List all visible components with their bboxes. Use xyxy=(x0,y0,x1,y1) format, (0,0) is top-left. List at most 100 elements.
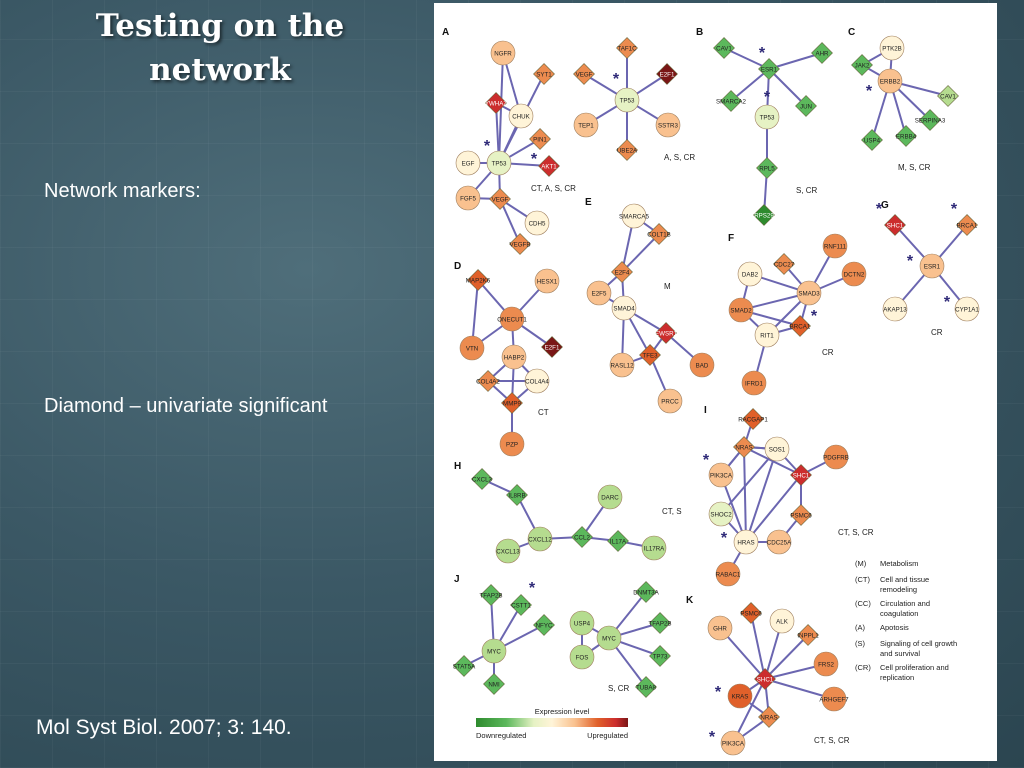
gene-node-rit1: RIT1 xyxy=(754,322,780,348)
legend-desc: and survival xyxy=(880,649,920,658)
node-circle xyxy=(655,112,681,138)
gene-node-cyp1a1: CYP1A1 xyxy=(954,296,980,322)
network-h: H CXCL3 IL8RB DARC CXCL12 CCL2 IL17A IL17RA CXCL… xyxy=(454,461,682,564)
gene-node-ewsr1: EWSR1 xyxy=(655,322,678,344)
star-icon: * xyxy=(529,580,536,597)
node-circle xyxy=(733,529,759,555)
node-circle xyxy=(614,87,640,113)
node-circle xyxy=(490,40,516,66)
gene-node-pzp: PZP xyxy=(499,431,525,457)
node-label: TEP1 xyxy=(578,122,594,129)
gene-node-chuk: CHUK xyxy=(508,103,534,129)
node-diamond xyxy=(790,504,812,526)
legend-abbr: (S) xyxy=(855,639,866,648)
legend-abbr: (A) xyxy=(855,623,866,632)
node-label: CXCL13 xyxy=(496,548,520,555)
node-circle xyxy=(569,610,595,636)
node-label: E2F5 xyxy=(592,290,607,297)
node-diamond xyxy=(956,214,978,236)
node-label: BRCA1 xyxy=(957,222,978,229)
node-diamond xyxy=(541,336,563,358)
legend-desc: Cell and tissue xyxy=(880,575,929,584)
node-circle xyxy=(611,295,637,321)
node-label: HABP2 xyxy=(504,354,525,361)
node-label: PZP xyxy=(506,441,518,448)
node-label: CYP1A1 xyxy=(955,306,979,313)
gene-node-stat5a: STAT5A xyxy=(453,655,476,677)
node-label: FGF5 xyxy=(460,195,476,202)
node-diamond xyxy=(861,129,883,151)
gene-node-e2f4: E2F4 xyxy=(611,261,633,283)
node-label: IL17A xyxy=(610,538,627,545)
gene-node-sos1: SOS1 xyxy=(764,436,790,462)
star-icon: * xyxy=(811,308,818,325)
node-label: NFYC xyxy=(536,622,553,629)
node-circle xyxy=(707,615,733,641)
legend-desc: Apotosis xyxy=(880,623,909,632)
gene-node-dctn2: DCTN2 xyxy=(841,261,867,287)
gene-node-esr1: ESR1 xyxy=(758,58,780,80)
gene-node-cdh5: CDH5 xyxy=(524,210,550,236)
network-label: M xyxy=(664,282,671,291)
node-label: RPS29 xyxy=(754,212,774,219)
gene-node-colt1b: COLT1B xyxy=(647,223,671,245)
gene-node-map2k6: MAP2K6 xyxy=(466,269,491,291)
node-label: MYC xyxy=(487,648,501,655)
node-label: NRAS xyxy=(760,714,777,721)
gene-node-e2f5: E2F5 xyxy=(586,280,612,306)
network-k: K PSMC6 ALK GHR INPPL1 SHC1 FRS2 KRAS ARHGEF7 NRA… xyxy=(686,595,850,756)
node-label: GHR xyxy=(713,625,727,632)
edge xyxy=(768,68,807,107)
gene-node-ngfr: NGFR xyxy=(490,40,516,66)
node-circle xyxy=(455,185,481,211)
node-circle xyxy=(766,529,792,555)
star-icon: * xyxy=(759,45,766,62)
node-diamond xyxy=(758,58,780,80)
gene-node-rnf111: RNF111 xyxy=(822,233,848,259)
gene-node-nras: NRAS xyxy=(733,436,755,458)
star-icon: * xyxy=(721,530,728,547)
node-diamond xyxy=(616,37,638,59)
gene-node-frs2: FRS2 xyxy=(813,651,839,677)
node-label: STAT5A xyxy=(453,663,476,670)
star-icon: * xyxy=(951,201,958,218)
node-label: TFAP2B xyxy=(479,592,502,599)
gene-node-prcc: PRCC xyxy=(657,388,683,414)
gene-node-il17ra: IL17RA xyxy=(641,535,667,561)
gene-node-pik3ca: PIK3CA xyxy=(708,462,734,488)
gene-node-dab2: DAB2 xyxy=(737,261,763,287)
node-label: E2F1 xyxy=(660,71,675,78)
category-legend: (M) Metabolism (CT) Cell and tissueremodeli… xyxy=(855,559,957,682)
legend-abbr: (CC) xyxy=(855,599,871,608)
node-label: JUN xyxy=(800,103,812,110)
node-diamond xyxy=(538,155,560,177)
node-diamond xyxy=(758,706,780,728)
gene-node-vegf: VEGF xyxy=(573,63,595,85)
bullet-network-markers: Network markers: xyxy=(44,180,201,202)
panel-letter-i: I xyxy=(704,405,707,416)
node-label: MMP9 xyxy=(503,400,521,407)
node-label: TFAP2B xyxy=(648,620,671,627)
gene-node-onecut1: ONECUT1 xyxy=(497,306,527,332)
node-label: SMAD3 xyxy=(798,290,820,297)
node-label: YWHAZ xyxy=(485,100,508,107)
gene-node-sstr3: SSTR3 xyxy=(655,112,681,138)
node-label: EGF xyxy=(462,160,475,167)
node-label: TFE3 xyxy=(642,352,658,359)
node-circle xyxy=(481,638,507,664)
star-icon: * xyxy=(907,253,914,270)
node-label: PSMC6 xyxy=(790,512,812,519)
node-label: ERBB2 xyxy=(880,78,901,85)
gene-node-smarca5: SMARCA5 xyxy=(619,203,650,229)
edge xyxy=(720,448,778,515)
gene-node-cav1: CAV1 xyxy=(713,37,735,59)
gene-node-cxcl12: CXCL12 xyxy=(527,526,553,552)
node-circle xyxy=(657,388,683,414)
gene-node-ube2a: UBE2A xyxy=(616,139,638,161)
node-diamond xyxy=(510,594,532,616)
gene-node-racgap1: RACGAP1 xyxy=(738,408,768,430)
node-circle xyxy=(954,296,980,322)
edge xyxy=(730,68,770,102)
node-label: SHC1 xyxy=(757,676,774,683)
gene-node-cxcl13: CXCL13 xyxy=(495,538,521,564)
